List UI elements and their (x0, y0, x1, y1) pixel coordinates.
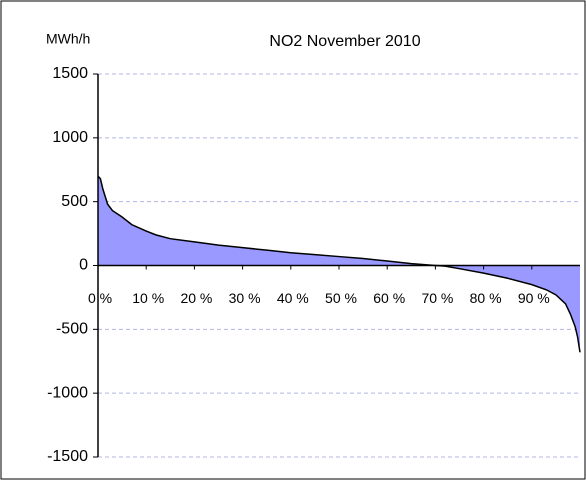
y-tick-label: 0 (79, 257, 88, 274)
area-line (97, 175, 581, 353)
x-tick-label: 10 % (132, 290, 164, 306)
y-tick-label: 500 (61, 193, 88, 210)
x-tick-label: 20 % (180, 290, 212, 306)
chart-title: NO2 November 2010 (269, 33, 420, 50)
y-tick-label: -500 (56, 321, 88, 338)
x-tick-label: 80 % (470, 290, 502, 306)
x-tick-label: 0 % (88, 290, 112, 306)
y-tick-label: 1500 (52, 65, 88, 82)
y-tick-label: -1500 (47, 448, 88, 465)
x-tick-label: 30 % (229, 290, 261, 306)
x-tick-label: 70 % (421, 290, 453, 306)
y-axis-label: MWh/h (46, 31, 90, 47)
x-tick-label: 90 % (518, 290, 550, 306)
area-fill (98, 176, 580, 353)
y-tick-label: -1000 (47, 384, 88, 401)
x-tick-label: 50 % (325, 290, 357, 306)
x-tick-label: 60 % (373, 290, 405, 306)
y-tick-label: 1000 (52, 129, 88, 146)
x-tick-label: 40 % (277, 290, 309, 306)
